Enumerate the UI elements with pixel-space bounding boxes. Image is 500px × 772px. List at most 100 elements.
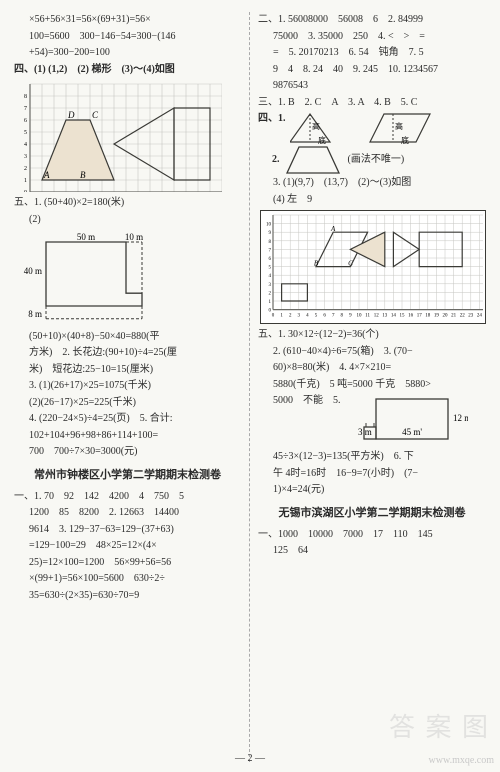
text: +54)=300−200=100 [14, 45, 241, 61]
text: 1)×4=24(元) [258, 482, 486, 498]
svg-text:18: 18 [425, 314, 431, 319]
section-5-1r: 五、1. 30×12÷(12−2)=36(个) [258, 327, 486, 343]
text: 二、1. 56008000 56008 6 2. 84999 [258, 12, 486, 28]
section-4-2: 2. (画法不唯一) [272, 145, 486, 175]
text: 700 700÷7×30=3000(元) [14, 444, 241, 460]
svg-text:7: 7 [269, 248, 272, 253]
text: 9876543 [258, 78, 486, 94]
heading-2: 无锡市滨湖区小学第二学期期末检测卷 [258, 505, 486, 522]
svg-text:0: 0 [272, 314, 275, 319]
svg-text:8: 8 [24, 94, 27, 100]
svg-text:底: 底 [401, 135, 409, 145]
svg-text:11: 11 [365, 314, 370, 319]
svg-text:10: 10 [357, 314, 363, 319]
text: 35=630÷(2×35)=630÷70=9 [14, 588, 241, 604]
text: 4. (220−24×5)÷4=25(页) 5. 合计: [14, 411, 241, 427]
text-with-fig: 5000 不能 5. 45 m'12 m3 m [258, 393, 486, 449]
svg-text:9: 9 [349, 314, 352, 319]
grid-figure-1: ABCD012345678910111213141516012345678 [16, 80, 241, 192]
right-column: 二、1. 56008000 56008 6 2. 84999 75000 3. … [258, 12, 486, 762]
text: = 5. 20170213 6. 54 钝角 7. 5 [258, 45, 486, 61]
page-number: — 2 — [0, 751, 500, 767]
svg-text:20: 20 [443, 314, 449, 319]
text: 102+104+96+98+86+114+100= [14, 428, 241, 444]
svg-text:6: 6 [269, 257, 272, 262]
svg-text:0: 0 [24, 190, 27, 192]
svg-text:6: 6 [323, 314, 326, 319]
heading-1: 常州市钟楼区小学第二学期期末检测卷 [14, 467, 241, 484]
left-column: ×56+56×31=56×(69+31)=56× 100=5600 300−14… [14, 12, 241, 762]
svg-text:14: 14 [391, 314, 397, 319]
svg-text:40 m: 40 m [24, 266, 42, 276]
section-3: 三、1. B 2. C A 3. A 4. B 5. C [258, 95, 486, 111]
svg-text:21: 21 [451, 314, 457, 319]
svg-text:22: 22 [460, 314, 466, 319]
text: 午 4时=16时 16−9=7(小时) (7− [258, 466, 486, 482]
text: (2) [14, 212, 241, 228]
svg-text:5: 5 [24, 130, 27, 136]
svg-text:15: 15 [400, 314, 406, 319]
text: =129−100=29 48×25=12×(4× [14, 538, 241, 554]
svg-text:4: 4 [269, 274, 272, 279]
svg-text:B: B [80, 170, 86, 180]
svg-text:A: A [330, 225, 336, 233]
svg-text:1: 1 [269, 300, 272, 305]
svg-text:7: 7 [24, 106, 27, 112]
svg-text:D: D [67, 110, 75, 120]
text: 米) 短花边:25−10=15(厘米) [14, 362, 241, 378]
text: 100=5600 300−146−54=300−(146 [14, 29, 241, 45]
svg-text:A: A [43, 170, 50, 180]
svg-text:13: 13 [382, 314, 388, 319]
svg-text:12: 12 [374, 314, 380, 319]
column-divider [249, 12, 250, 762]
svg-text:24: 24 [477, 314, 483, 319]
svg-text:B: B [314, 260, 319, 268]
rect-figure-1: 50 m10 m40 m8 m [20, 230, 241, 326]
text: ×(99+1)=56×100=5600 630÷2÷ [14, 571, 241, 587]
svg-text:10: 10 [266, 223, 272, 228]
svg-text:3: 3 [269, 283, 272, 288]
text: ×56+56×31=56×(69+31)=56× [14, 12, 241, 28]
section-4-1: 四、1. 高底高底 [258, 111, 486, 145]
svg-text:45 m': 45 m' [402, 427, 422, 437]
svg-text:8: 8 [269, 240, 272, 245]
svg-text:19: 19 [434, 314, 440, 319]
svg-text:C: C [92, 110, 99, 120]
svg-text:3: 3 [24, 154, 27, 160]
svg-text:23: 23 [468, 314, 474, 319]
svg-text:5: 5 [315, 314, 318, 319]
section-5-1: 五、1. (50+40)×2=180(米) [14, 195, 241, 211]
quad-shapes: 高底高底 [290, 111, 450, 145]
svg-text:8 m: 8 m [28, 309, 42, 319]
text: 2. (610−40×4)÷6=75(箱) 3. (70− [258, 344, 486, 360]
section-4-head: 四、(1) (1,2) (2) 梯形 (3)～(4)如图 [14, 62, 241, 78]
text: 9 4 8. 24 40 9. 245 10. 1234567 [258, 62, 486, 78]
svg-text:高: 高 [395, 121, 403, 131]
rect-figure-2: 45 m' 12 m 3 m [358, 393, 468, 449]
text: 60)×8=80(米) 4. 4×7×210= [258, 360, 486, 376]
svg-text:10 m: 10 m [125, 232, 143, 242]
watermark: 答 案 图 [389, 708, 490, 748]
svg-text:8: 8 [341, 314, 344, 319]
text: 45÷3×(12−3)=135(平方米) 6. 下 [258, 449, 486, 465]
text: 一、1. 70 92 142 4200 4 750 5 [14, 489, 241, 505]
svg-text:2: 2 [269, 291, 272, 296]
trap-note: (画法不唯一) [348, 152, 405, 168]
trapezoid-shape [284, 145, 344, 175]
svg-text:9: 9 [269, 231, 272, 236]
svg-text:5: 5 [269, 266, 272, 271]
text: 75000 3. 35000 250 4. < > = [258, 29, 486, 45]
text: 25)=12×100=1200 56×99+56=56 [14, 555, 241, 571]
svg-text:4: 4 [306, 314, 309, 319]
text: 9614 3. 129−37−63=129−(37+63) [14, 522, 241, 538]
text: (50+10)×(40+8)−50×40=880(平 [14, 329, 241, 345]
svg-text:12 m: 12 m [453, 413, 468, 423]
svg-text:6: 6 [24, 118, 27, 124]
svg-text:3 m: 3 m [358, 427, 372, 437]
text: 3. (1)(9,7) (13,7) (2)～(3)如图 [258, 175, 486, 191]
svg-text:1: 1 [24, 178, 27, 184]
text: 1200 85 8200 2. 12663 14400 [14, 505, 241, 521]
text: 5880(千克) 5 吨=5000 千克 5880> [258, 377, 486, 393]
text: 3. (1)(26+17)×25=1075(千米) [14, 378, 241, 394]
text: 方米) 2. 长花边:(90+10)÷4=25(厘 [14, 345, 241, 361]
